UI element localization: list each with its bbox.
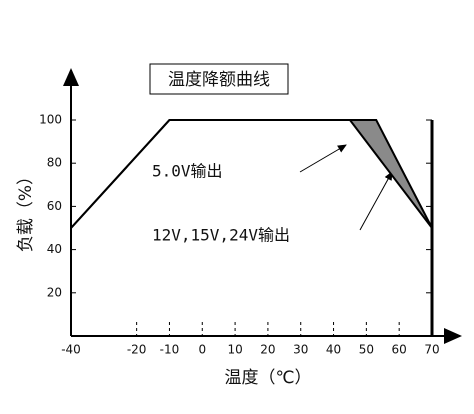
y-tick-label: 60	[47, 199, 62, 213]
x-tick-label: 60	[392, 343, 407, 357]
y-axis-label: 负载（%）	[16, 168, 36, 252]
chart-title: 温度降额曲线	[168, 70, 270, 90]
x-tick-label: 10	[227, 343, 242, 357]
x-tick-label: 0	[198, 343, 206, 357]
x-tick-label: 70	[424, 343, 439, 357]
y-tick-label: 40	[47, 242, 62, 256]
x-axis-label: 温度（℃）	[224, 368, 311, 388]
x-tick-label: 50	[359, 343, 374, 357]
x-tick-label: 40	[326, 343, 341, 357]
x-tick-label: -20	[127, 343, 147, 357]
x-tick-label: 30	[293, 343, 308, 357]
annotation-arrow	[299, 144, 347, 173]
y-tick-label: 100	[39, 113, 62, 127]
y-tick-label: 20	[47, 285, 62, 299]
legend-label: 12V,15V,24V输出	[152, 226, 290, 245]
x-tick-label: 20	[260, 343, 275, 357]
title-box	[149, 63, 289, 95]
y-tick-label: 80	[47, 156, 62, 170]
x-tick-label: -40	[61, 343, 81, 357]
legend-label: 5.0V输出	[152, 162, 223, 181]
x-tick-label: -10	[160, 343, 180, 357]
series-line	[70, 119, 433, 229]
annotation-arrow	[359, 171, 393, 231]
